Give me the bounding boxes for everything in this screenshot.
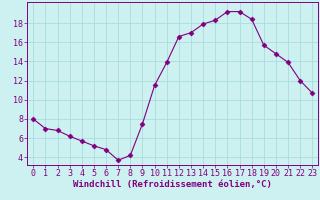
X-axis label: Windchill (Refroidissement éolien,°C): Windchill (Refroidissement éolien,°C) [73, 180, 272, 189]
